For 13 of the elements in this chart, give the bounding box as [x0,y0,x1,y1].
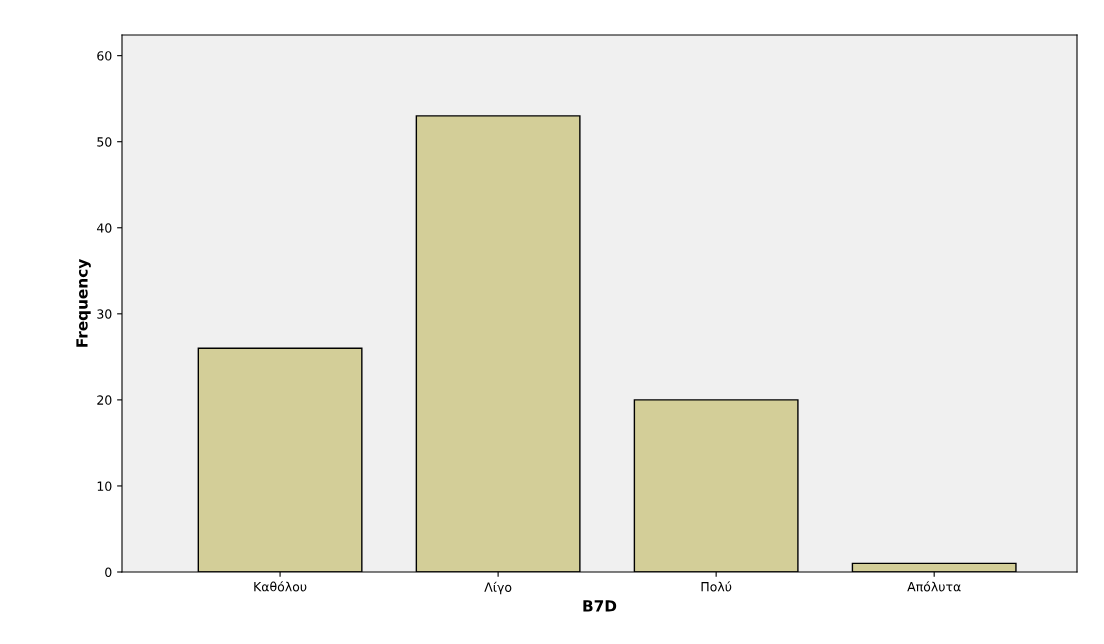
x-axis-title: B7D [583,600,617,612]
y-tick-label: 0 [105,567,112,577]
y-tick-label: 10 [97,481,112,491]
y-axis-title: Frequency [76,259,91,347]
y-tick-label: 40 [96,223,112,233]
x-tick-label: Απόλυτα [907,581,961,592]
x-tick-label: Πολύ [701,581,732,592]
y-tick-label: 30 [97,309,112,319]
y-tick-label: 20 [97,395,112,405]
x-tick-label: Λίγο [484,581,512,595]
y-tick-label: 50 [97,137,112,147]
x-tick-label: Καθόλου [254,581,307,592]
y-tick-label: 60 [97,51,112,61]
